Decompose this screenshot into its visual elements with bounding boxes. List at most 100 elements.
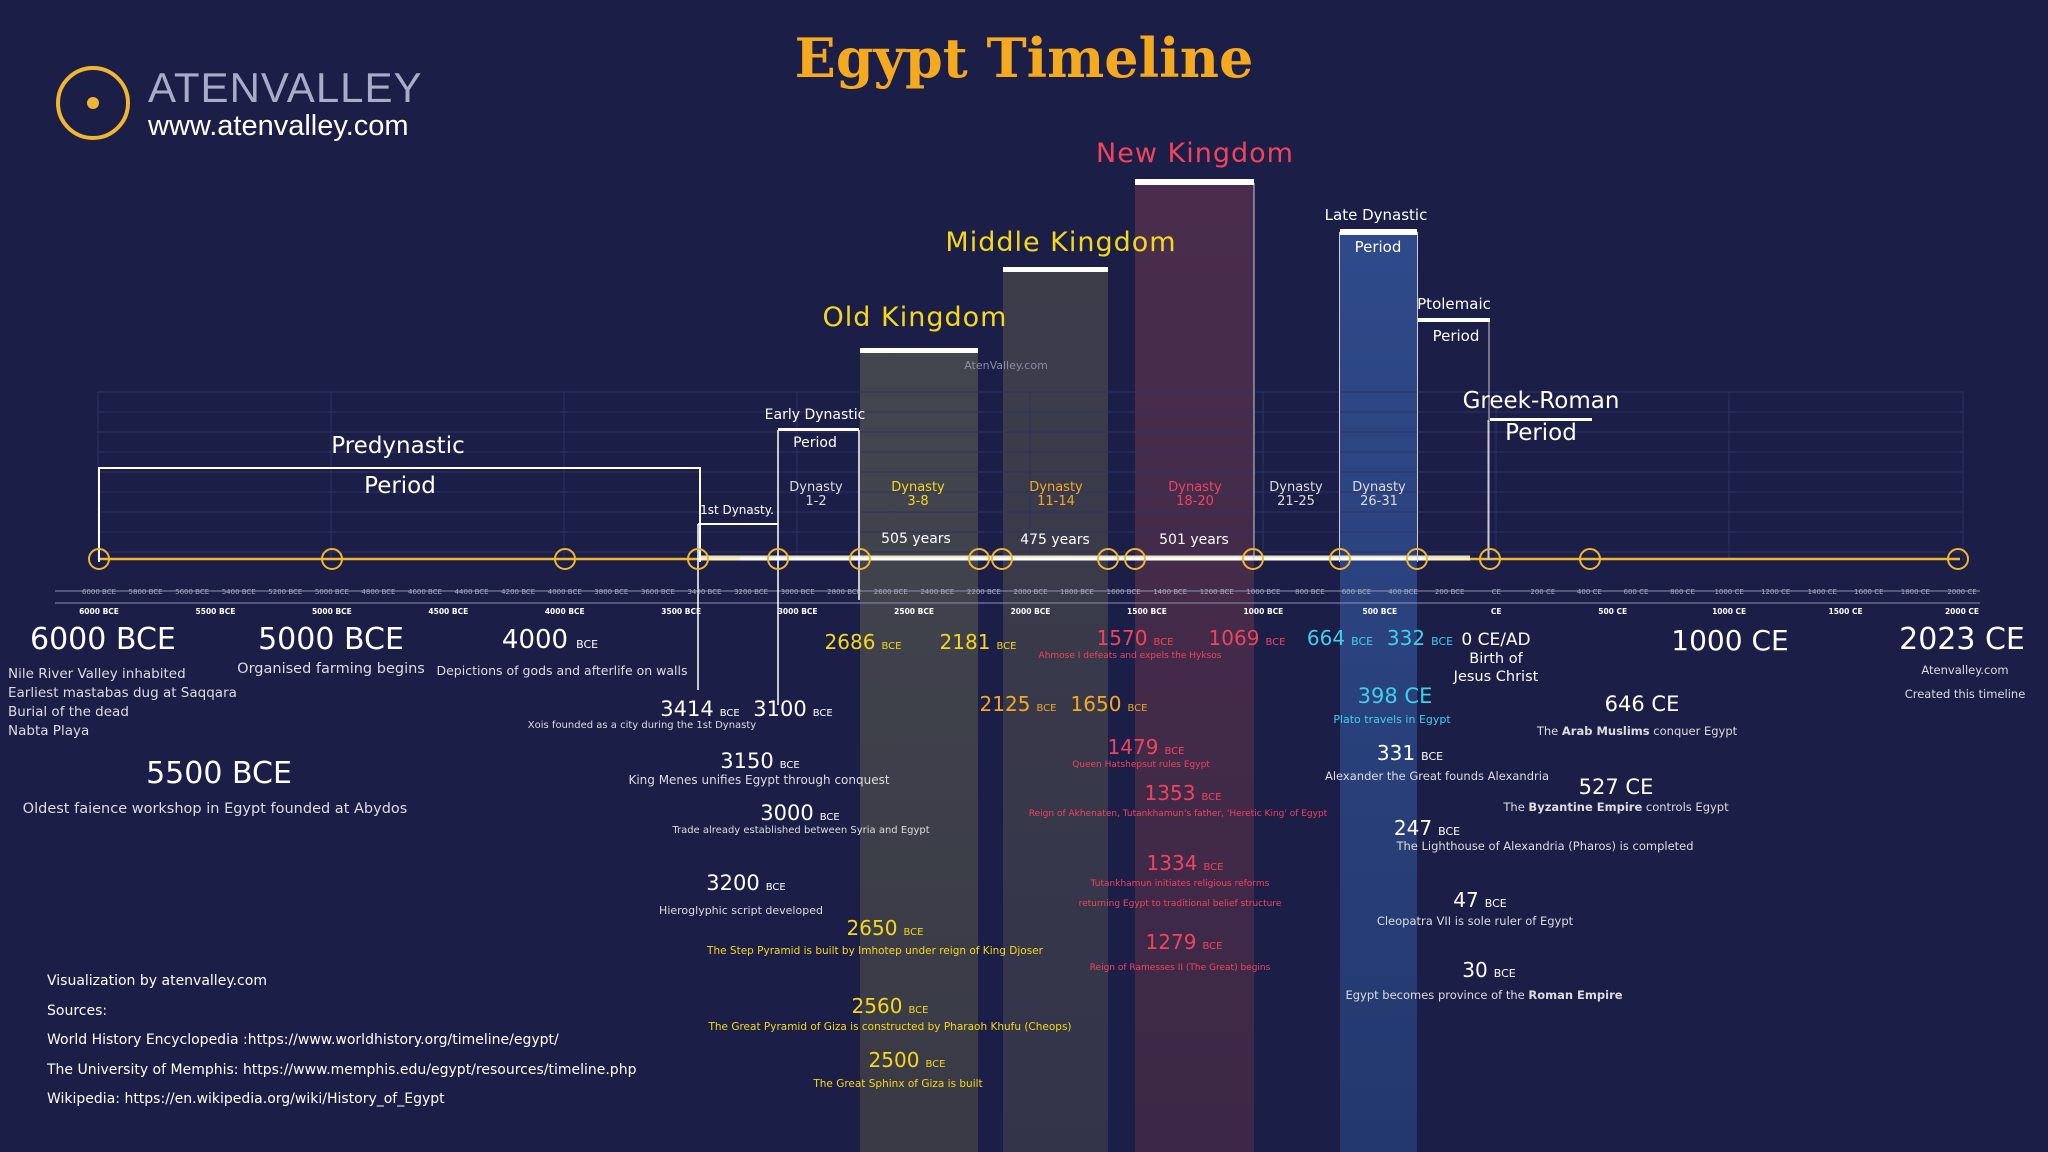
bottom-tick-label: 1000 BCE bbox=[1243, 607, 1284, 616]
early-dynastic-label: Early Dynastic bbox=[764, 407, 866, 423]
event-664bce-bce: BCE bbox=[1351, 635, 1374, 648]
bottom-tick-label: 2000 BCE bbox=[1010, 607, 1051, 616]
bottom-tick-label: 500 BCE bbox=[1362, 607, 1398, 616]
event-47bce-desc: Cleopatra VII is sole ruler of Egypt bbox=[1376, 914, 1574, 928]
event-2650bce-bce: BCE bbox=[903, 927, 924, 938]
event-3150bce-bce: BCE bbox=[779, 760, 800, 771]
event-30bce-year: 30 BCE bbox=[1462, 958, 1515, 982]
event-1334bce-desc: Tutankhamun initiates religious reforms … bbox=[1079, 874, 1282, 914]
marker-2686bce bbox=[849, 548, 871, 570]
late-dynastic-label-period: Period bbox=[1354, 238, 1402, 256]
middle-kingdom-bar bbox=[1003, 267, 1108, 272]
event-5500bce-desc: Oldest faience workshop in Egypt founded… bbox=[22, 801, 408, 817]
top-tick-label: CE bbox=[1491, 588, 1501, 596]
top-tick-label: 400 CE bbox=[1576, 588, 1602, 596]
marker-2023ce bbox=[1947, 548, 1969, 570]
marker-5000bce bbox=[321, 548, 343, 570]
event-1279bce-bce: BCE bbox=[1202, 941, 1223, 952]
event-3150bce-year-value: 3150 bbox=[720, 749, 774, 773]
source-memphis[interactable]: The University of Memphis: https://www.m… bbox=[47, 1061, 637, 1078]
event-0ce-desc1: Birth of bbox=[1469, 651, 1523, 667]
event-247bce-year-value: 247 bbox=[1393, 816, 1433, 840]
top-tick-label: 1000 CE bbox=[1714, 588, 1744, 596]
event-2125bce-year: 2125 BCE bbox=[980, 692, 1057, 716]
bottom-tick-label: 2500 BCE bbox=[894, 607, 934, 616]
top-tick-label: 3800 BCE bbox=[594, 588, 629, 596]
top-tick-label: 4600 BCE bbox=[408, 588, 443, 596]
event-331bce-bce: BCE bbox=[1421, 750, 1444, 763]
dynasty-26-31-line2: 26-31 bbox=[1360, 494, 1398, 509]
event-30bce-desc: Egypt becomes province of the Roman Empi… bbox=[1345, 988, 1622, 1002]
top-tick-label: 3200 BCE bbox=[734, 588, 769, 596]
source-wikipedia[interactable]: Wikipedia: https://en.wikipedia.org/wiki… bbox=[47, 1091, 445, 1107]
bottom-tick-label: 500 CE bbox=[1598, 607, 1628, 616]
dynasty-3-8: Dynasty 3-8 bbox=[891, 481, 944, 509]
event-2500bce-year: 2500 BCE bbox=[869, 1048, 946, 1072]
first-dynasty-label: 1st Dynasty. bbox=[700, 503, 774, 517]
predynastic-bracket bbox=[98, 467, 701, 562]
top-tick-label: 1400 CE bbox=[1807, 588, 1837, 596]
source-worldhistory[interactable]: World History Encyclopedia :https://www.… bbox=[47, 1032, 559, 1048]
top-tick-label: 600 CE bbox=[1623, 588, 1649, 596]
top-tick-label: 200 BCE bbox=[1434, 588, 1465, 596]
dynasty-18-20-line1: Dynasty bbox=[1168, 480, 1222, 495]
bottom-tick-label: 1000 CE bbox=[1712, 607, 1747, 616]
event-646ce-year: 646 CE bbox=[1604, 692, 1680, 716]
event-2650bce-desc: The Step Pyramid is built by Imhotep und… bbox=[707, 945, 1043, 957]
top-tick-label: 2200 BCE bbox=[966, 588, 1001, 596]
top-tick-label: 1200 CE bbox=[1761, 588, 1791, 596]
marker-2181bce bbox=[968, 548, 990, 570]
dynasty-26-31: Dynasty 26-31 bbox=[1352, 481, 1405, 509]
top-tick-label: 800 BCE bbox=[1295, 588, 1325, 596]
event-6000bce-desc1: Nile River Valley inhabited bbox=[8, 666, 186, 682]
event-6000bce-year: 6000 BCE bbox=[30, 622, 176, 657]
event-1479bce-desc: Queen Hatshepsut rules Egypt bbox=[1072, 760, 1210, 770]
event-3200bce-bce: BCE bbox=[765, 882, 786, 893]
event-332bce-year: 332 BCE bbox=[1387, 626, 1453, 650]
top-tick-label: 2600 BCE bbox=[873, 588, 908, 596]
event-247bce-bce: BCE bbox=[1438, 825, 1461, 838]
event-2560bce-bce: BCE bbox=[908, 1005, 929, 1016]
event-6000bce-desc2: Earliest mastabas dug at Saqqara bbox=[8, 685, 237, 701]
event-247bce-desc: The Lighthouse of Alexandria (Pharos) is… bbox=[1396, 839, 1694, 853]
marker-3414bce bbox=[687, 548, 709, 570]
dynasty-1-2-line1: Dynasty bbox=[789, 480, 843, 495]
event-30bce-bce: BCE bbox=[1493, 967, 1516, 980]
event-3414bce-bce: BCE bbox=[719, 708, 740, 719]
event-2023ce-desc: Atenvalley.com Created this timeline bbox=[1905, 658, 2026, 706]
bottom-tick-label: 3000 BCE bbox=[777, 607, 818, 616]
bottom-tick-label: 4500 BCE bbox=[428, 607, 469, 616]
brand-name: ATENVALLEY bbox=[148, 64, 423, 112]
event-2500bce-bce: BCE bbox=[925, 1059, 946, 1070]
event-5000bce-desc: Organised farming begins bbox=[237, 661, 425, 677]
greek-roman-label-period: Period bbox=[1505, 420, 1577, 446]
event-2500bce-year-value: 2500 bbox=[868, 1048, 920, 1072]
top-tick-label: 5400 BCE bbox=[221, 588, 256, 596]
event-30bce-desc-pre: Egypt becomes province of the bbox=[1345, 988, 1529, 1002]
dynasty-26-31-line1: Dynasty bbox=[1352, 480, 1406, 495]
event-1000ce-year: 1000 CE bbox=[1671, 624, 1789, 657]
event-30bce-year-value: 30 bbox=[1462, 958, 1488, 982]
watermark: AtenValley.com bbox=[964, 359, 1048, 372]
event-1069bce-year-value: 1069 bbox=[1208, 626, 1260, 650]
event-1353bce-year-value: 1353 bbox=[1144, 781, 1196, 805]
bottom-tick-label: 1500 CE bbox=[1828, 607, 1863, 616]
bottom-tick-label: CE bbox=[1490, 607, 1502, 616]
event-1279bce-desc: Reign of Ramesses II (The Great) begins bbox=[1089, 963, 1271, 973]
dynasty-21-25: Dynasty 21-25 bbox=[1269, 481, 1322, 509]
greek-roman-bar bbox=[1490, 418, 1592, 421]
marker-1650bce bbox=[1097, 548, 1119, 570]
event-3000bce-bce: BCE bbox=[819, 812, 840, 823]
top-tick-label: 1600 CE bbox=[1854, 588, 1884, 596]
event-527ce-desc: The Byzantine Empire controls Egypt bbox=[1503, 800, 1728, 814]
event-1353bce-desc: Reign of Akhenaten, Tutankhamun's father… bbox=[1028, 809, 1328, 819]
brand-url[interactable]: www.atenvalley.com bbox=[148, 110, 409, 142]
middle-kingdom-label: Middle Kingdom bbox=[945, 227, 1177, 258]
first-dynasty-bracket bbox=[698, 523, 778, 561]
late-dynastic-band bbox=[1340, 232, 1417, 1152]
new-kingdom-bar bbox=[1135, 179, 1254, 185]
old-kingdom-band bbox=[860, 352, 978, 1152]
event-3100bce-year-value: 3100 bbox=[753, 697, 807, 721]
aten-logo-icon bbox=[56, 66, 130, 140]
event-1570bce-desc: Ahmose I defeats and expels the Hyksos bbox=[1038, 651, 1222, 661]
